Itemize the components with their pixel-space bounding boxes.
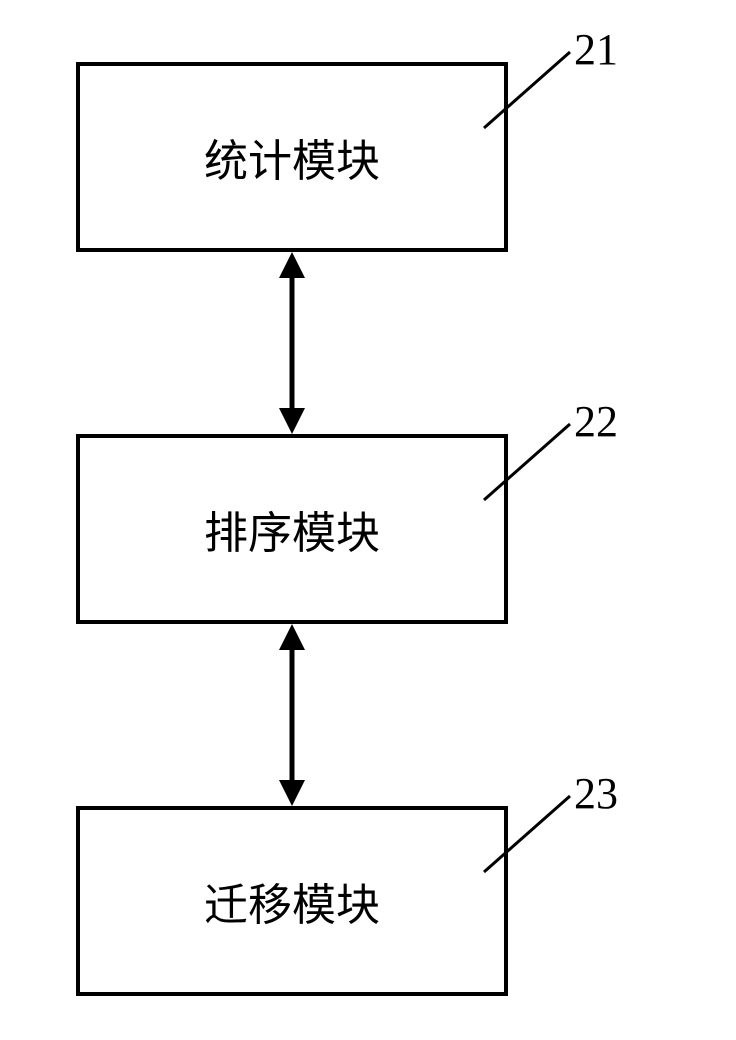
diagram-canvas: 统计模块 排序模块 迁移模块 21 22 23 [0,0,736,1040]
ref-label-21: 21 [574,24,618,75]
box-migration-module-label: 迁移模块 [204,869,380,933]
box-statistics-module: 统计模块 [76,62,508,252]
box-sorting-module-label: 排序模块 [204,497,380,561]
box-statistics-module-label: 统计模块 [204,125,380,189]
ref-label-22: 22 [574,396,618,447]
box-sorting-module: 排序模块 [76,434,508,624]
box-migration-module: 迁移模块 [76,806,508,996]
ref-label-23: 23 [574,768,618,819]
